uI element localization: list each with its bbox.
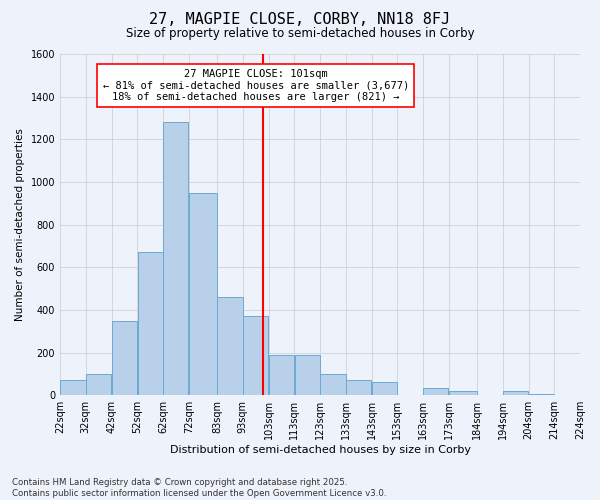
Bar [86,374,111,395]
Bar [449,391,477,395]
Bar [269,354,294,395]
Bar [189,192,217,395]
Bar [423,388,448,395]
X-axis label: Distribution of semi-detached houses by size in Corby: Distribution of semi-detached houses by … [170,445,470,455]
Text: 27 MAGPIE CLOSE: 101sqm
← 81% of semi-detached houses are smaller (3,677)
18% of: 27 MAGPIE CLOSE: 101sqm ← 81% of semi-de… [103,69,409,102]
Bar [346,380,371,395]
Bar [320,374,346,395]
Bar [372,382,397,395]
Y-axis label: Number of semi-detached properties: Number of semi-detached properties [15,128,25,321]
Bar [295,354,320,395]
Bar [217,297,242,395]
Bar [112,320,137,395]
Bar [503,391,528,395]
Bar [243,316,268,395]
Text: 27, MAGPIE CLOSE, CORBY, NN18 8FJ: 27, MAGPIE CLOSE, CORBY, NN18 8FJ [149,12,451,28]
Bar [529,394,554,395]
Bar [163,122,188,395]
Bar [137,252,163,395]
Text: Contains HM Land Registry data © Crown copyright and database right 2025.
Contai: Contains HM Land Registry data © Crown c… [12,478,386,498]
Text: Size of property relative to semi-detached houses in Corby: Size of property relative to semi-detach… [125,28,475,40]
Bar [60,380,86,395]
